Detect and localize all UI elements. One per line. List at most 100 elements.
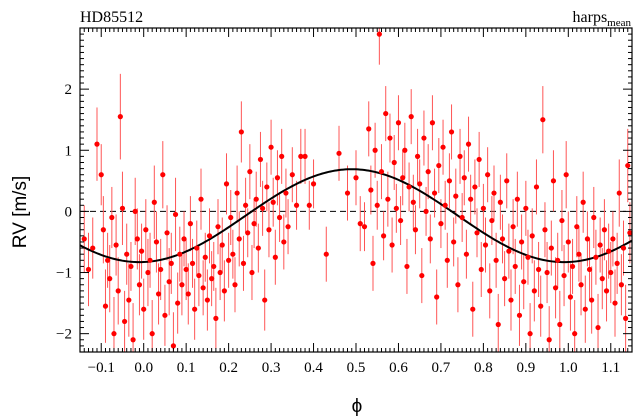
data-point (378, 169, 385, 175)
plot-frame (79, 27, 633, 353)
data-point (425, 169, 431, 175)
data-point (126, 297, 132, 303)
data-point (489, 217, 495, 224)
instrument-base: harps (573, 9, 608, 26)
data-point (357, 221, 363, 227)
data-point (143, 227, 149, 233)
x-tick-label: 0.2 (219, 360, 238, 376)
data-point (234, 190, 240, 196)
data-point (213, 315, 219, 321)
data-point (194, 245, 200, 251)
x-tick-label: 1.0 (559, 360, 578, 376)
data-point (625, 162, 631, 169)
data-point (438, 221, 444, 227)
data-point (249, 269, 255, 276)
data-point (187, 221, 193, 227)
data-point (614, 260, 620, 266)
data-point (391, 159, 397, 166)
data-point (81, 236, 87, 242)
errorbar-group (83, 28, 631, 352)
data-point (468, 196, 474, 202)
data-point (472, 184, 478, 190)
data-point (85, 266, 92, 273)
data-point (565, 239, 571, 245)
data-point (183, 266, 189, 273)
data-point (145, 269, 151, 276)
data-point (196, 272, 202, 279)
data-point (383, 110, 389, 117)
data-point (557, 321, 563, 328)
data-point (400, 175, 406, 181)
data-point (279, 153, 285, 159)
data-point (421, 135, 427, 141)
data-point (336, 150, 342, 156)
data-point (451, 239, 457, 245)
data-point (236, 236, 242, 242)
data-point (427, 236, 433, 242)
chart-title: HD85512 (80, 9, 143, 26)
data-point (616, 190, 622, 196)
data-point (603, 288, 610, 294)
y-tick-label: −2 (56, 327, 72, 343)
x-tick-label: −0.1 (88, 360, 115, 376)
data-point (170, 343, 177, 349)
data-point (160, 172, 166, 178)
data-point (98, 172, 104, 178)
data-point (223, 181, 230, 187)
data-point (298, 153, 304, 159)
x-tick-label: 0.7 (432, 360, 451, 376)
data-point (192, 306, 198, 312)
instrument-subscript: mean (607, 17, 631, 29)
data-point (128, 263, 134, 270)
data-point (623, 315, 629, 321)
data-point (429, 120, 436, 126)
y-tick-label: −1 (56, 266, 72, 282)
data-point (593, 254, 599, 260)
data-point (574, 224, 580, 230)
data-point (576, 251, 582, 257)
data-point (519, 239, 525, 245)
data-point (283, 190, 289, 196)
data-point (136, 282, 143, 288)
data-point (606, 248, 612, 254)
data-point (474, 230, 480, 236)
data-point (175, 300, 181, 306)
data-point (264, 184, 270, 190)
data-point (595, 324, 601, 331)
data-point (272, 254, 278, 260)
data-point (232, 282, 238, 288)
data-point (612, 300, 618, 306)
data-point (408, 114, 414, 120)
data-point (578, 282, 584, 288)
data-point (158, 266, 164, 273)
data-point (620, 245, 627, 251)
data-point (584, 236, 591, 242)
data-point (310, 181, 317, 187)
data-point (243, 202, 249, 208)
data-point (470, 306, 476, 312)
data-point (414, 153, 421, 159)
x-tick-label: 0.4 (304, 360, 323, 376)
data-point (262, 297, 268, 303)
data-point (381, 233, 387, 239)
data-point (555, 257, 561, 263)
data-point (404, 263, 410, 270)
data-point (516, 312, 523, 318)
data-point (440, 144, 446, 150)
data-point (107, 276, 113, 282)
data-point (385, 196, 391, 202)
data-point (306, 202, 312, 208)
y-tick-label: 0 (65, 204, 73, 220)
data-point (245, 230, 251, 236)
data-point (177, 251, 183, 257)
data-point (185, 291, 191, 297)
data-point (130, 337, 136, 343)
data-point (506, 248, 512, 254)
data-point (206, 233, 213, 239)
data-point (410, 199, 416, 205)
data-point (504, 178, 510, 184)
data-point (153, 239, 160, 245)
axis-ticks (79, 27, 633, 353)
data-point (132, 208, 138, 214)
data-point (559, 217, 565, 224)
